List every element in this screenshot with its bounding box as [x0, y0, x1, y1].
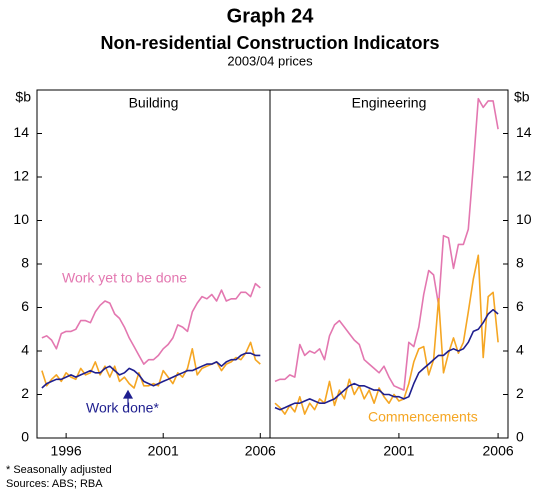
y-tick-label: 10: [516, 211, 532, 227]
plot-frame: [36, 89, 509, 439]
x-tick-label: 2006: [483, 443, 514, 459]
y-tick-label: 8: [516, 255, 524, 271]
y-axis-label: $b: [514, 89, 530, 105]
source: Sources: ABS; RBA: [6, 478, 103, 490]
y-axis-label: $b: [15, 89, 31, 105]
annotation-arrow: [122, 389, 134, 408]
x-tick-label: 1996: [51, 443, 82, 459]
chart-subtitle: Non-residential Construction Indicators: [100, 33, 439, 53]
y-tick-label: 14: [516, 124, 532, 140]
units-note: 2003/04 prices: [227, 53, 313, 68]
series-line: [41, 352, 261, 389]
x-tick-label: 2001: [383, 443, 414, 459]
y-tick-label: 12: [516, 168, 532, 184]
y-tick-label: 0: [516, 429, 524, 445]
y-tick-label: 12: [13, 168, 29, 184]
chart-title: Graph 24: [227, 5, 315, 27]
x-tick-label: 2001: [148, 443, 179, 459]
y-tick-label: 6: [21, 298, 29, 314]
annotation: Work yet to be done: [62, 270, 187, 286]
series-line: [274, 254, 499, 415]
y-tick-label: 14: [13, 124, 29, 140]
y-tick-label: 8: [21, 255, 29, 271]
y-tick-label: 6: [516, 298, 524, 314]
y-tick-label: 2: [516, 385, 524, 401]
series-line: [274, 97, 499, 391]
y-tick-label: 4: [21, 342, 29, 358]
panel-title: Building: [129, 95, 179, 111]
y-tick-label: 10: [13, 211, 29, 227]
panel-title: Engineering: [352, 95, 427, 111]
series-line: [41, 341, 261, 389]
series-line: [41, 282, 261, 365]
y-tick-label: 4: [516, 342, 524, 358]
annotation: Commencements: [368, 409, 478, 425]
annotation: Work done*: [86, 400, 159, 416]
y-tick-label: 0: [21, 429, 29, 445]
footnote: * Seasonally adjusted: [6, 464, 112, 476]
series-line: [274, 308, 499, 411]
y-tick-label: 2: [21, 385, 29, 401]
x-tick-label: 2006: [245, 443, 276, 459]
